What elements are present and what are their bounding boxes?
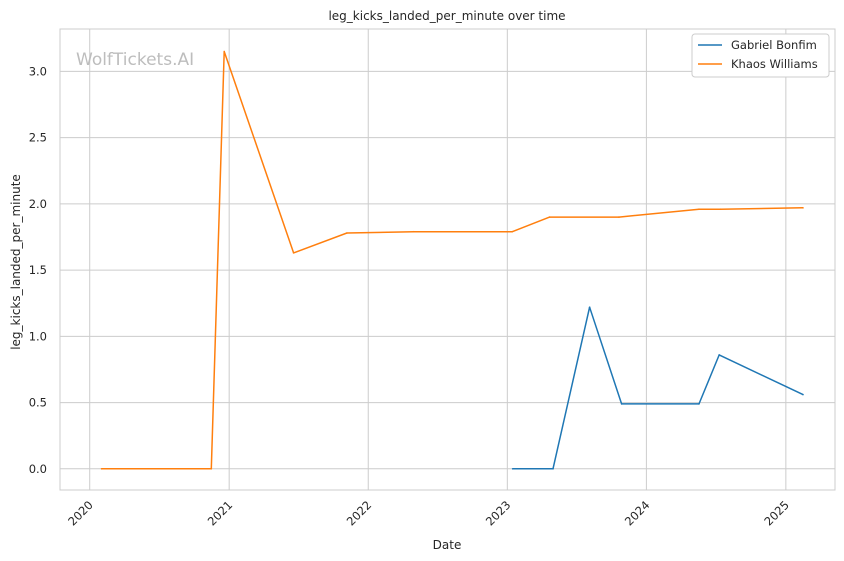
data-point-khaos-williams <box>100 468 103 470</box>
data-point-khaos-williams <box>210 468 213 470</box>
y-tick-label: 2.5 <box>29 131 47 145</box>
legend-label-gabriel-bonfim: Gabriel Bonfim <box>731 38 817 52</box>
y-tick-labels: 0.0 0.5 1.0 1.5 2.0 2.5 3.0 <box>29 64 47 475</box>
data-point-gabriel-bonfim <box>588 306 591 308</box>
legend-box <box>691 33 830 78</box>
data-point-gabriel-bonfim <box>698 403 700 405</box>
y-tick-label: 3.0 <box>29 64 47 78</box>
y-tick-label: 1.0 <box>29 329 47 343</box>
y-tick-label: 0.5 <box>29 396 47 410</box>
y-tick-label: 0.0 <box>29 462 47 476</box>
watermark: WolfTickets.AI <box>76 50 194 70</box>
plot-frame <box>59 28 836 491</box>
data-point-khaos-williams <box>292 252 295 254</box>
data-point-gabriel-bonfim <box>802 393 804 396</box>
series-line-khaos-williams <box>101 50 804 470</box>
data-point-khaos-williams <box>548 216 551 218</box>
legend: Gabriel Bonfim Khaos Williams <box>691 33 830 78</box>
data-point-gabriel-bonfim <box>552 468 554 470</box>
y-tick-label: 2.0 <box>29 197 47 211</box>
data-point-khaos-williams <box>223 50 226 53</box>
data-point-khaos-williams <box>802 207 804 209</box>
data-point-khaos-williams <box>511 230 514 233</box>
data-point-khaos-williams <box>346 232 348 234</box>
data-point-gabriel-bonfim <box>718 354 720 356</box>
x-axis-label: Date <box>433 538 462 552</box>
y-tick-label: 1.5 <box>29 263 47 277</box>
data-point-khaos-williams <box>412 230 415 233</box>
data-point-khaos-williams <box>698 208 700 210</box>
chart-title: leg_kicks_landed_per_minute over time <box>328 9 565 23</box>
data-point-khaos-williams <box>719 208 722 210</box>
y-axis-label: leg_kicks_landed_per_minute <box>9 174 23 350</box>
data-point-gabriel-bonfim <box>620 403 623 405</box>
legend-label-khaos-williams: Khaos Williams <box>731 57 818 71</box>
series-lines <box>100 50 804 470</box>
data-point-khaos-williams <box>618 216 620 218</box>
data-point-gabriel-bonfim <box>511 468 514 470</box>
